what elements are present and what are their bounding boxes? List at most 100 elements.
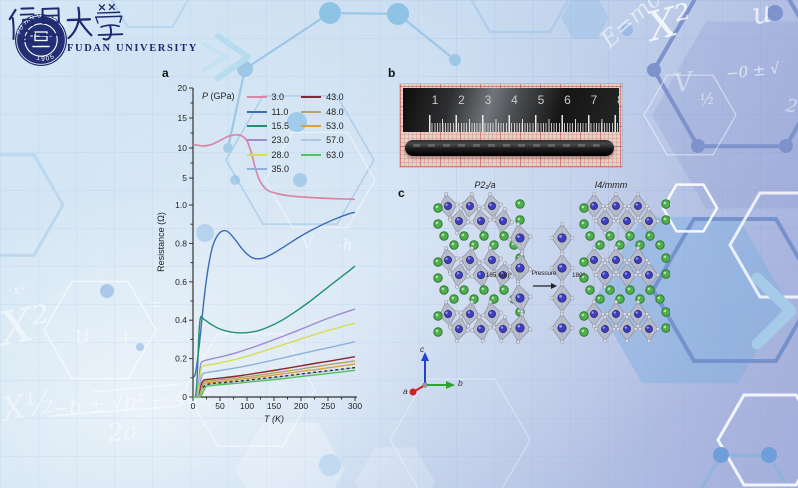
atom-la xyxy=(595,240,605,250)
legend-label: 3.0 xyxy=(271,92,285,103)
node-dot xyxy=(713,447,729,463)
legend-swatch xyxy=(246,139,267,142)
octahedron xyxy=(507,222,533,254)
legend-entry: 63.0 xyxy=(301,148,344,162)
svg-text:300: 300 xyxy=(348,401,362,411)
chevron-icon xyxy=(202,42,230,72)
hexagon-shape xyxy=(389,378,531,488)
atom-la xyxy=(579,257,589,267)
ruler-number: 5 xyxy=(537,93,545,107)
node-dot xyxy=(230,175,240,185)
atom-la xyxy=(433,203,443,213)
atom-la xyxy=(661,269,670,279)
svg-text:20: 20 xyxy=(178,83,188,93)
legend-entry: 35.0 xyxy=(246,162,290,176)
atom-la xyxy=(625,285,635,295)
atom-la xyxy=(433,219,443,229)
octahedron xyxy=(594,207,616,235)
octahedron xyxy=(507,282,533,314)
panel-c-label: c xyxy=(398,186,405,200)
legend-swatch xyxy=(246,168,267,171)
legend-label: 48.0 xyxy=(326,106,344,117)
atom-la xyxy=(579,219,589,229)
legend-label: 57.0 xyxy=(326,135,344,146)
bond-angle-left: 165.6(8)° xyxy=(485,272,512,279)
series-23.0 xyxy=(192,308,356,398)
series-35.0 xyxy=(192,341,356,398)
legend-label: 35.0 xyxy=(271,164,290,175)
axis-a-label: a xyxy=(403,386,408,396)
octahedron xyxy=(616,315,638,343)
series-3.0 xyxy=(192,133,356,201)
legend-entry: 23.0 xyxy=(246,133,289,147)
atom-la xyxy=(661,215,670,225)
seal-center-glyph xyxy=(30,31,52,48)
octahedron xyxy=(627,300,649,328)
atom-la xyxy=(579,273,589,283)
series-15.5 xyxy=(192,265,356,398)
atom-la xyxy=(449,240,459,250)
legend-title: P (GPa) xyxy=(202,91,235,101)
hexagon-shape xyxy=(470,0,570,34)
octahedron xyxy=(448,315,470,343)
octahedron xyxy=(627,246,649,274)
crystal-structure-panel: P2₁/a I4/mmm 165.6(8)° 180° Pressure c b… xyxy=(398,172,670,412)
atom-la xyxy=(661,199,670,209)
legend-entry: 3.0 xyxy=(246,90,290,104)
hexagon-shape xyxy=(225,95,375,225)
node-dot xyxy=(691,139,705,153)
octahedron xyxy=(594,261,616,289)
ruler-number: 7 xyxy=(590,93,598,107)
legend-swatch xyxy=(301,139,322,142)
node-dot xyxy=(223,143,233,153)
atom-la xyxy=(645,285,655,295)
octahedron xyxy=(481,246,503,274)
octahedron xyxy=(549,312,575,344)
atom-la xyxy=(433,257,443,267)
atom-la xyxy=(459,231,469,241)
octahedron xyxy=(605,300,627,328)
legend-swatch xyxy=(301,153,322,156)
axis-c-label: c xyxy=(420,344,425,354)
svg-text:150: 150 xyxy=(267,401,281,411)
axis-b-label: b xyxy=(458,378,463,388)
hexagon-shape xyxy=(643,74,737,156)
atom-la xyxy=(489,294,499,304)
atom-la xyxy=(579,327,589,337)
node-dot xyxy=(319,454,341,476)
node-dot xyxy=(287,112,307,132)
panel-a-label: a xyxy=(162,66,169,80)
hexagon-shape xyxy=(728,191,798,299)
svg-text:0: 0 xyxy=(182,392,187,402)
legend-label: 53.0 xyxy=(326,120,344,131)
node-dot xyxy=(647,63,661,77)
ruler-ticks-cm xyxy=(429,115,619,132)
octahedron xyxy=(627,192,649,220)
octahedron xyxy=(605,246,627,274)
atom-la xyxy=(439,285,449,295)
hexagon-shape xyxy=(652,21,798,209)
legend-label: 15.5 xyxy=(271,120,290,131)
atom-la xyxy=(579,203,589,213)
sqrt-overline xyxy=(91,383,183,393)
svg-text:0.6: 0.6 xyxy=(175,277,187,287)
fraction-bar xyxy=(49,405,181,417)
octahedron xyxy=(583,300,605,328)
atom-la xyxy=(515,199,525,209)
series-53.0 xyxy=(192,363,356,398)
node-dot xyxy=(621,24,633,36)
legend-swatch xyxy=(246,124,267,127)
university-name-calligraphy xyxy=(8,3,124,47)
atom-la xyxy=(439,231,449,241)
series-28.0 xyxy=(192,322,356,398)
atom-la xyxy=(433,327,443,337)
octahedron xyxy=(549,282,575,314)
hexagon-shape xyxy=(43,280,157,380)
octahedron xyxy=(549,252,575,284)
node-dot xyxy=(387,3,409,25)
chevron-icon xyxy=(751,272,797,350)
chart-legend: P (GPa) 3.0 11.0 15.5 23.0 28.0 35.0 43.0 48.0… xyxy=(202,90,344,176)
atom-la xyxy=(585,285,595,295)
atom-la xyxy=(585,231,595,241)
